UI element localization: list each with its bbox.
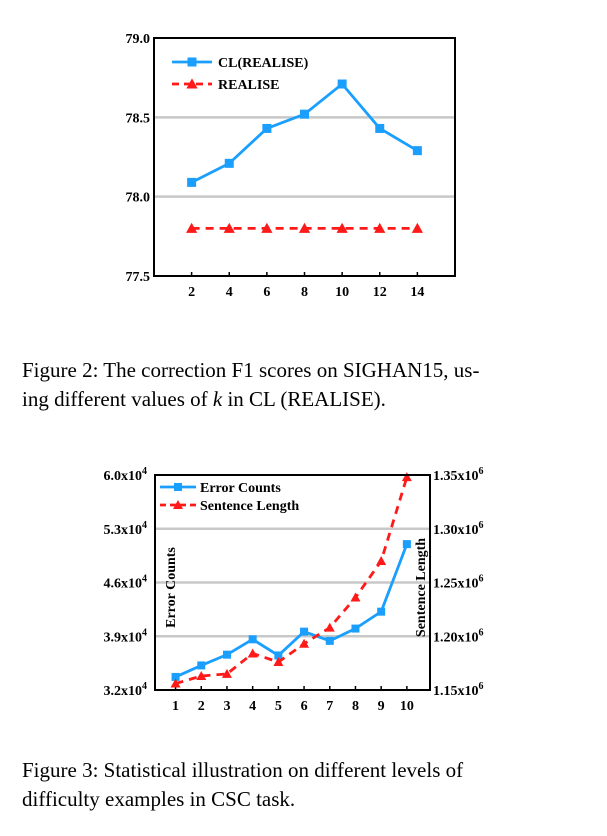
x-tick-label-4: 10 xyxy=(335,285,349,300)
y-left-tick-label-3: 3.9x104 xyxy=(104,627,148,645)
figure3-caption-line1: Figure 3: Statistical illustration on di… xyxy=(22,758,464,782)
figure2-caption: Figure 2: The correction F1 scores on SI… xyxy=(22,356,582,414)
series-0-point-0 xyxy=(187,177,197,187)
series-0-point-6 xyxy=(325,636,334,645)
x-tick-label-8: 9 xyxy=(378,699,385,714)
figure2-caption-line1: Figure 2: The correction F1 scores on SI… xyxy=(22,358,480,382)
series-1-point-0 xyxy=(186,222,198,233)
x-tick-label-5: 12 xyxy=(373,285,387,300)
legend-label-1: Sentence Length xyxy=(200,499,299,514)
series-0-point-2 xyxy=(222,650,231,659)
figure3-caption: Figure 3: Statistical illustration on di… xyxy=(22,756,582,814)
y-tick-label-0: 79.0 xyxy=(126,32,151,47)
series-line-0 xyxy=(174,543,409,679)
figure3-chart: 6.0x104 1.35x106 5.3x104 1.30x106 4.6x104 1.2… xyxy=(104,466,484,714)
series-line-1 xyxy=(175,476,409,685)
x-tick-label-2: 3 xyxy=(223,699,230,714)
x-tick-label-0: 2 xyxy=(188,285,195,300)
y-right-tick-label-0: 1.35x106 xyxy=(433,466,484,484)
legend-marker-1 xyxy=(173,500,183,509)
series-0-point-7 xyxy=(351,624,360,633)
series-1-point-4 xyxy=(336,222,348,233)
series-0-point-1 xyxy=(224,158,234,168)
y-right-axis-label: Sentence Length xyxy=(414,538,429,637)
x-tick-label-9: 10 xyxy=(400,699,414,714)
x-tick-label-7: 8 xyxy=(352,699,359,714)
plot-frame xyxy=(154,474,431,691)
legend-label-0: Error Counts xyxy=(200,481,281,496)
series-1-point-6 xyxy=(411,222,423,233)
series-0-point-4 xyxy=(337,79,347,89)
y-left-tick-label-0: 6.0x104 xyxy=(104,466,148,484)
y-tick-label-2: 78.0 xyxy=(126,191,151,206)
y-left-axis-label: Error Counts xyxy=(164,547,179,628)
series-1-point-5 xyxy=(374,222,386,233)
y-left-tick-label-1: 5.3x104 xyxy=(104,520,148,538)
legend-marker-0 xyxy=(174,483,182,491)
series-0-point-5 xyxy=(300,627,309,636)
series-1-point-2 xyxy=(221,668,232,678)
y-right-tick-label-3: 1.20x106 xyxy=(433,627,484,645)
x-tick-label-6: 7 xyxy=(326,699,333,714)
figure2-caption-line2a: ing different values of xyxy=(22,387,213,411)
series-0-point-3 xyxy=(300,109,309,119)
legend-marker-1 xyxy=(186,78,198,89)
figure2-caption-line2b: in CL (REALISE). xyxy=(222,387,386,411)
x-tick-label-2: 6 xyxy=(263,285,270,300)
series-0-point-4 xyxy=(274,651,283,660)
series-1-point-3 xyxy=(298,222,311,233)
series-1-point-1 xyxy=(196,671,207,681)
series-1-point-8 xyxy=(376,556,387,565)
series-1-point-6 xyxy=(324,622,335,632)
series-1-point-4 xyxy=(273,657,284,667)
series-0-point-5 xyxy=(375,123,385,133)
legend-label-1: REALISE xyxy=(218,78,279,93)
x-tick-label-1: 2 xyxy=(198,699,205,714)
series-0-point-9 xyxy=(402,540,411,549)
figure2-chart: 79.0 78.5 78.0 77.5 2 4 6 8 10 12 14 CL(REALISE) REA… xyxy=(126,32,456,300)
series-0-point-8 xyxy=(377,607,386,616)
series-0-point-0 xyxy=(171,672,180,681)
figure2-caption-k: k xyxy=(212,387,223,411)
legend-marker-0 xyxy=(187,57,197,67)
y-right-tick-label-4: 1.15x106 xyxy=(433,681,484,699)
series-1-point-1 xyxy=(223,222,235,233)
series-1-point-5 xyxy=(299,638,310,648)
figure3-caption-line2: difficulty examples in CSC task. xyxy=(22,787,296,811)
x-tick-label-1: 4 xyxy=(226,285,233,300)
series-1-point-9 xyxy=(401,472,412,482)
plot-frame xyxy=(153,37,456,277)
series-0-point-6 xyxy=(412,146,422,156)
legend-label-0: CL(REALISE) xyxy=(218,56,309,71)
y-tick-label-1: 78.5 xyxy=(126,111,151,126)
series-0-point-2 xyxy=(262,123,272,133)
series-1-point-3 xyxy=(247,648,258,658)
series-0-point-3 xyxy=(248,635,257,644)
y-tick-label-3: 77.5 xyxy=(126,270,151,285)
y-left-tick-label-4: 3.2x104 xyxy=(104,681,148,699)
x-tick-label-5: 6 xyxy=(301,699,308,714)
series-1-point-7 xyxy=(350,592,361,602)
x-tick-label-3: 8 xyxy=(301,285,308,300)
y-right-tick-label-2: 1.25x106 xyxy=(433,574,484,592)
x-tick-label-4: 5 xyxy=(275,699,282,714)
y-right-tick-label-1: 1.30x106 xyxy=(433,520,484,538)
series-1-point-0 xyxy=(170,678,181,688)
x-tick-label-0: 1 xyxy=(172,699,179,714)
y-left-tick-label-2: 4.6x104 xyxy=(104,574,148,592)
x-tick-label-6: 14 xyxy=(410,285,424,300)
series-1-point-2 xyxy=(261,222,273,233)
x-tick-label-3: 4 xyxy=(249,699,256,714)
series-0-point-1 xyxy=(197,661,206,670)
